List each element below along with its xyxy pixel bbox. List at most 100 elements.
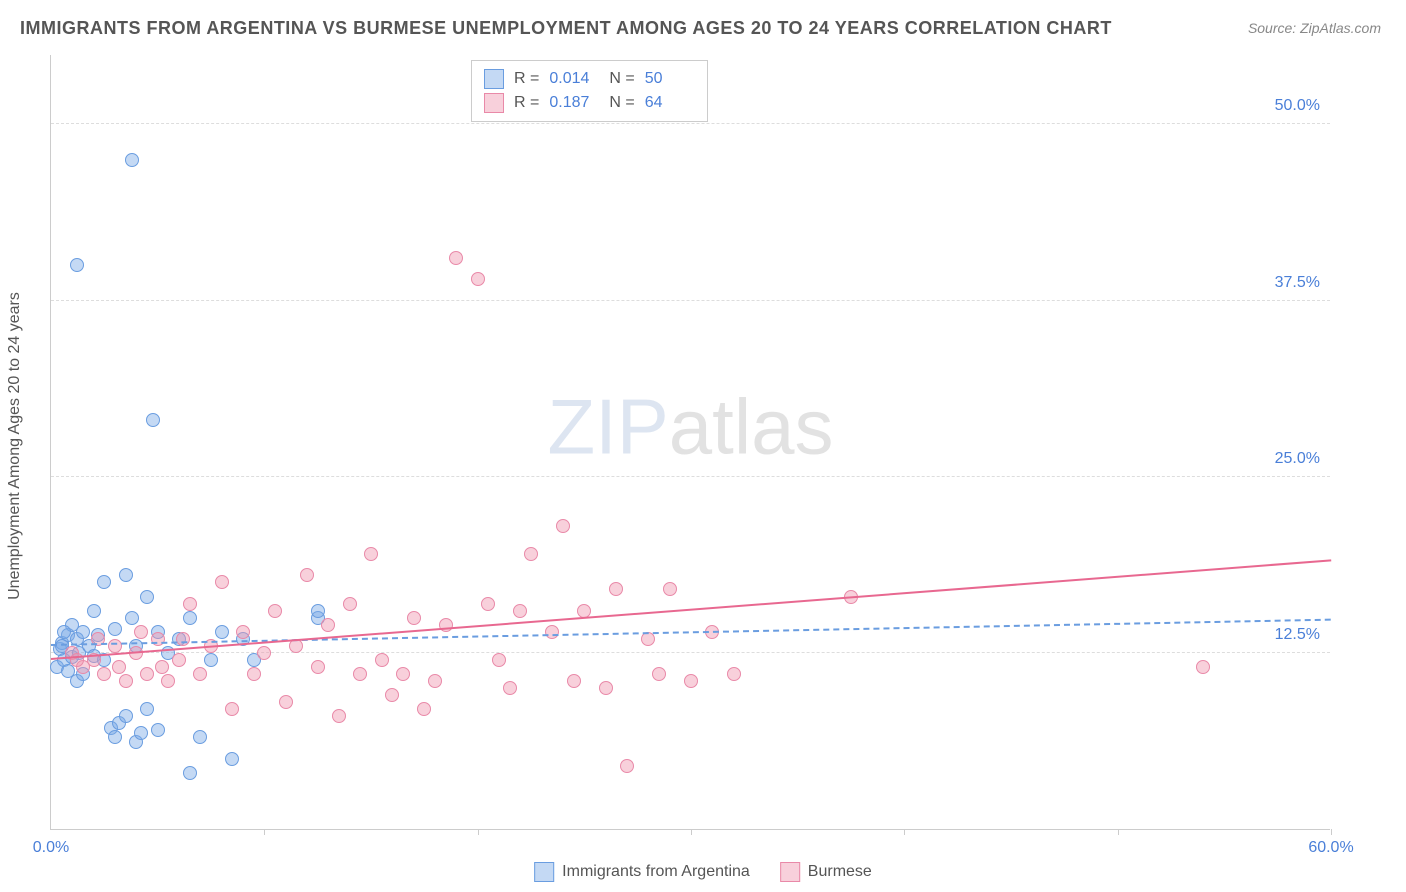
- data-point: [108, 639, 122, 653]
- data-point: [76, 625, 90, 639]
- bottom-legend: Immigrants from Argentina Burmese: [534, 862, 872, 882]
- data-point: [236, 625, 250, 639]
- data-point: [87, 604, 101, 618]
- data-point: [385, 688, 399, 702]
- y-tick-label: 12.5%: [1275, 626, 1320, 644]
- data-point: [140, 590, 154, 604]
- data-point: [375, 653, 389, 667]
- data-point: [257, 646, 271, 660]
- data-point: [183, 766, 197, 780]
- gridline: [51, 123, 1330, 124]
- stats-legend: R = 0.014 N = 50 R = 0.187 N = 64: [471, 60, 708, 122]
- data-point: [140, 667, 154, 681]
- data-point: [663, 582, 677, 596]
- data-point: [112, 660, 126, 674]
- data-point: [428, 674, 442, 688]
- data-point: [268, 604, 282, 618]
- data-point: [343, 597, 357, 611]
- data-point: [183, 597, 197, 611]
- x-tick-mark: [478, 829, 479, 835]
- data-point: [172, 653, 186, 667]
- n-value-s2: 64: [645, 94, 695, 112]
- x-tick-label: 0.0%: [33, 839, 69, 857]
- source-label: Source: ZipAtlas.com: [1248, 20, 1381, 36]
- data-point: [513, 604, 527, 618]
- data-point: [97, 575, 111, 589]
- data-point: [481, 597, 495, 611]
- data-point: [599, 681, 613, 695]
- legend-swatch-s2: [780, 862, 800, 882]
- r-value-s2: 0.187: [549, 94, 599, 112]
- data-point: [225, 702, 239, 716]
- legend-label-s2: Burmese: [808, 863, 872, 881]
- data-point: [183, 611, 197, 625]
- data-point: [364, 547, 378, 561]
- data-point: [108, 730, 122, 744]
- data-point: [449, 251, 463, 265]
- data-point: [215, 575, 229, 589]
- data-point: [193, 730, 207, 744]
- x-tick-mark: [691, 829, 692, 835]
- legend-swatch-s1: [534, 862, 554, 882]
- legend-item-s1: Immigrants from Argentina: [534, 862, 750, 882]
- data-point: [155, 660, 169, 674]
- data-point: [225, 752, 239, 766]
- y-tick-label: 37.5%: [1275, 274, 1320, 292]
- data-point: [119, 674, 133, 688]
- data-point: [134, 625, 148, 639]
- y-tick-label: 50.0%: [1275, 97, 1320, 115]
- data-point: [567, 674, 581, 688]
- data-point: [151, 723, 165, 737]
- stats-row-s2: R = 0.187 N = 64: [484, 91, 695, 115]
- data-point: [471, 272, 485, 286]
- data-point: [108, 622, 122, 636]
- x-tick-mark: [904, 829, 905, 835]
- x-tick-label: 60.0%: [1308, 839, 1353, 857]
- data-point: [609, 582, 623, 596]
- data-point: [545, 625, 559, 639]
- watermark-zip: ZIP: [547, 382, 668, 470]
- chart-title: IMMIGRANTS FROM ARGENTINA VS BURMESE UNE…: [20, 18, 1112, 39]
- data-point: [193, 667, 207, 681]
- data-point: [247, 667, 261, 681]
- n-value-s1: 50: [645, 70, 695, 88]
- swatch-s2: [484, 93, 504, 113]
- data-point: [353, 667, 367, 681]
- data-point: [727, 667, 741, 681]
- r-label: R =: [514, 70, 539, 88]
- gridline: [51, 476, 1330, 477]
- data-point: [215, 625, 229, 639]
- data-point: [396, 667, 410, 681]
- y-tick-label: 25.0%: [1275, 450, 1320, 468]
- gridline: [51, 300, 1330, 301]
- r-value-s1: 0.014: [549, 70, 599, 88]
- trend-line: [51, 559, 1331, 660]
- x-tick-mark: [264, 829, 265, 835]
- data-point: [70, 258, 84, 272]
- data-point: [492, 653, 506, 667]
- x-tick-mark: [1331, 829, 1332, 835]
- data-point: [311, 660, 325, 674]
- data-point: [125, 153, 139, 167]
- data-point: [176, 632, 190, 646]
- data-point: [1196, 660, 1210, 674]
- data-point: [417, 702, 431, 716]
- r-label: R =: [514, 94, 539, 112]
- data-point: [134, 726, 148, 740]
- data-point: [684, 674, 698, 688]
- x-tick-mark: [1118, 829, 1119, 835]
- plot-area: ZIPatlas R = 0.014 N = 50 R = 0.187 N = …: [50, 55, 1330, 830]
- data-point: [161, 674, 175, 688]
- y-axis-label: Unemployment Among Ages 20 to 24 years: [6, 292, 24, 600]
- data-point: [321, 618, 335, 632]
- data-point: [146, 413, 160, 427]
- data-point: [125, 611, 139, 625]
- watermark: ZIPatlas: [547, 381, 833, 472]
- swatch-s1: [484, 69, 504, 89]
- data-point: [119, 709, 133, 723]
- data-point: [204, 653, 218, 667]
- data-point: [97, 667, 111, 681]
- data-point: [311, 604, 325, 618]
- data-point: [407, 611, 421, 625]
- data-point: [140, 702, 154, 716]
